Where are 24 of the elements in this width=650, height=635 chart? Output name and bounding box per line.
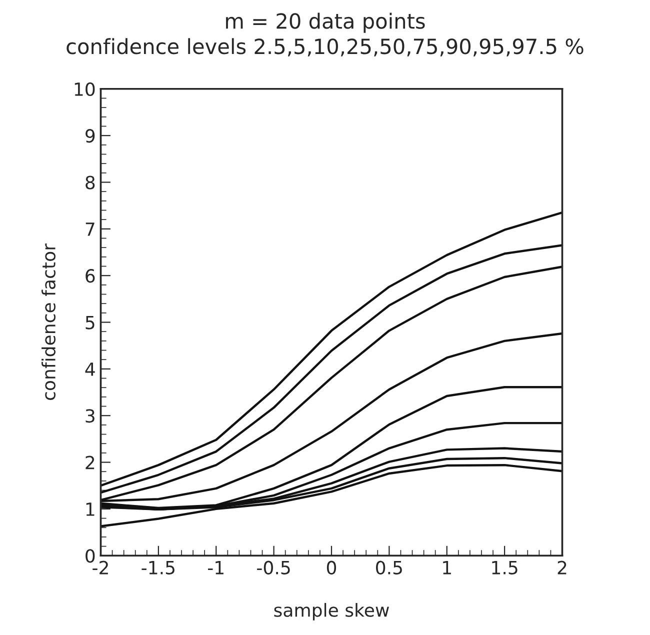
x-tick-label: 0.5 — [376, 560, 402, 574]
x-tick-label: -2 — [92, 560, 108, 574]
x-tick-label: 2 — [558, 560, 566, 574]
y-axis-title: confidence factor — [42, 244, 56, 400]
y-tick-label: 2 — [86, 456, 94, 470]
x-tick-label: 0 — [326, 560, 336, 574]
x-tick-label: -1 — [208, 561, 224, 574]
x-tick-label: 1.5 — [492, 561, 518, 574]
x-tick-label: -1.5 — [142, 561, 174, 574]
y-tick-label: 0 — [86, 549, 95, 563]
chart-title: m = 20 data points — [226, 12, 425, 33]
y-tick-label: 3 — [86, 409, 94, 423]
x-axis-title: sample skew — [274, 602, 389, 620]
x-tick-label: 1 — [443, 561, 451, 574]
y-tick-label: 10 — [74, 82, 95, 96]
y-tick-label: 4 — [85, 362, 95, 376]
x-tick-label: -0.5 — [257, 560, 290, 574]
chart-subtitle: confidence levels 2.5,5,10,25,50,75,90,95,97.5 % — [66, 38, 584, 56]
y-tick-label: 9 — [86, 129, 95, 143]
y-tick-label: 5 — [86, 316, 94, 330]
y-tick-label: 6 — [86, 269, 95, 283]
y-tick-label: 7 — [86, 222, 94, 236]
y-tick-label: 1 — [86, 502, 94, 516]
y-tick-label: 8 — [86, 176, 95, 190]
